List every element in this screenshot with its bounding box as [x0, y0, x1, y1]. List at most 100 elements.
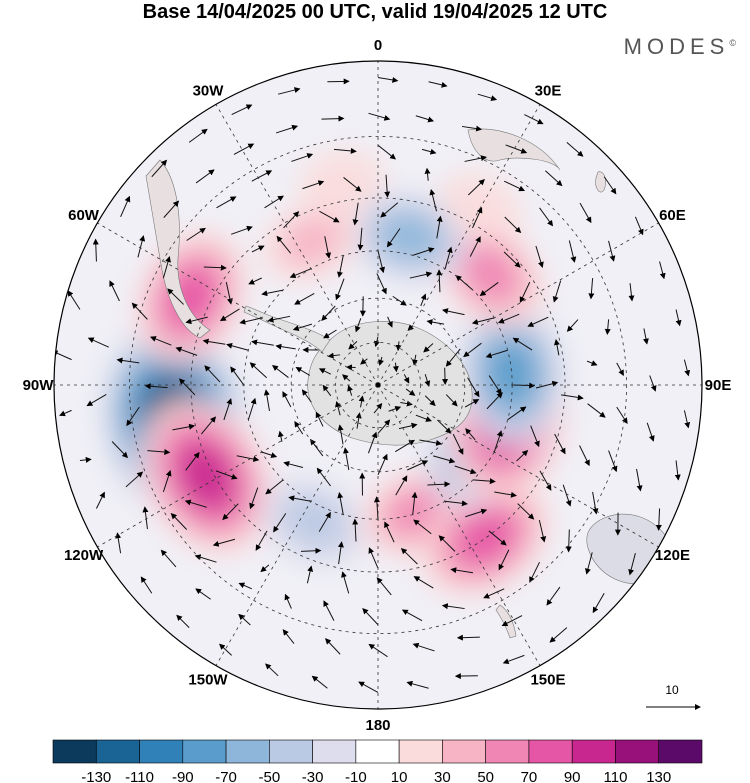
wind-arrow: [162, 470, 172, 493]
wind-arrow: [137, 235, 146, 258]
colorbar-swatch: [658, 739, 703, 764]
wind-arrow: [471, 317, 495, 325]
wind-arrow: [120, 195, 131, 218]
wind-arrow: [341, 571, 350, 594]
wind-arrow: [67, 290, 81, 310]
colorbar-tick-label: -110: [125, 769, 154, 783]
wind-arrow: [115, 532, 122, 554]
wind-arrow: [109, 280, 120, 302]
longitude-label-lon-30e: 30E: [535, 83, 562, 100]
wind-arrow: [535, 245, 544, 268]
wind-arrow: [479, 282, 499, 297]
wind-arrow: [392, 295, 407, 306]
wind-arrow: [142, 506, 149, 530]
colorbar-tick-label: 90: [564, 769, 581, 783]
wind-arrow: [411, 491, 418, 515]
wind-arrow: [324, 236, 332, 259]
wind-arrow: [323, 329, 337, 339]
wind-arrow: [373, 496, 380, 520]
wind-arrow: [628, 553, 636, 576]
longitude-label-lon-150e: 150E: [530, 671, 565, 688]
wind-arrow: [588, 278, 595, 300]
anomaly-field: [102, 150, 568, 597]
wind-arrow: [415, 115, 435, 123]
wind-arrow: [467, 179, 485, 196]
wind-arrow: [301, 547, 322, 554]
wind-arrow: [276, 124, 299, 134]
wind-arrow: [251, 170, 273, 182]
wind-arrow: [395, 475, 408, 496]
wind-arrow: [546, 586, 561, 606]
colorbar-swatch: [398, 739, 443, 764]
wind-arrow: [412, 247, 435, 256]
wind-arrow: [322, 384, 332, 397]
wind-arrow: [368, 547, 379, 569]
wind-arrow: [485, 349, 508, 359]
wind-arrow: [261, 451, 278, 459]
wind-arrow: [655, 508, 662, 531]
wind-arrow: [343, 177, 362, 192]
wind-arrow: [592, 592, 605, 614]
anomaly-contour: [440, 171, 522, 241]
wind-vector-layer: [54, 76, 691, 693]
wind-arrow: [683, 359, 691, 377]
wind-arrow: [388, 405, 402, 412]
wind-arrow: [377, 144, 397, 160]
wind-arrow: [260, 564, 270, 573]
wind-arrow: [140, 576, 153, 594]
wind-arrow: [368, 112, 391, 121]
wind-arrow: [400, 547, 418, 565]
wind-arrow: [592, 491, 599, 515]
wind-arrow: [147, 448, 171, 455]
wind-arrow: [585, 552, 593, 575]
wind-arrow: [566, 141, 584, 157]
colorbar: -130 -110 -90 -70 -50 -30 -10 10 30 50 70 90 110 130: [52, 739, 703, 783]
wind-arrow: [355, 412, 362, 429]
wind-arrow: [292, 323, 313, 331]
colorbar-tick-label: -130: [81, 769, 111, 783]
wind-arrow: [646, 422, 655, 442]
wind-arrow: [401, 609, 423, 622]
wind-arrow: [412, 354, 418, 366]
colorbar-swatch: [442, 739, 486, 764]
wind-arrow: [438, 535, 456, 552]
wind-arrow: [95, 491, 105, 509]
wind-arrow: [436, 269, 443, 293]
wind-arrow: [427, 481, 451, 488]
wind-arrow: [294, 421, 304, 435]
longitude-label-lon-90w: 90W: [23, 377, 55, 394]
wind-arrow: [636, 468, 643, 492]
wind-arrow: [441, 603, 465, 610]
wind-arrow: [276, 235, 292, 254]
wind-arrow: [539, 207, 554, 227]
latitude-circle: [128, 135, 628, 635]
wind-arrow: [616, 406, 628, 424]
colorbar-swatch: [355, 739, 400, 764]
wind-arrow: [436, 419, 452, 434]
longitude-label-lon-60w: 60W: [68, 207, 100, 224]
wind-arrow: [170, 512, 188, 530]
antarctic-peninsula: [243, 305, 331, 353]
wind-arrow: [504, 216, 522, 234]
wind-arrow: [188, 128, 208, 143]
wind-arrow: [442, 308, 465, 316]
wind-arrow: [412, 642, 435, 652]
anomaly-contour: [299, 150, 385, 214]
wind-arrow: [568, 240, 577, 263]
wind-arrow: [325, 638, 341, 655]
wind-arrow: [86, 394, 107, 407]
wind-arrow: [337, 541, 344, 565]
longitude-label-lon-150w: 150W: [188, 671, 228, 688]
wind-arrow: [343, 447, 350, 471]
wind-arrow: [251, 245, 265, 253]
wind-arrow: [527, 316, 549, 327]
wind-arrow: [502, 654, 525, 665]
reference-vector: 10: [646, 683, 701, 710]
wind-arrow: [461, 125, 483, 132]
brand-mark: ©: [729, 38, 736, 48]
wind-arrow: [406, 680, 429, 689]
wind-arrow: [247, 397, 257, 420]
wind-arrow: [488, 530, 507, 546]
colorbar-tick-label: -90: [172, 769, 194, 783]
